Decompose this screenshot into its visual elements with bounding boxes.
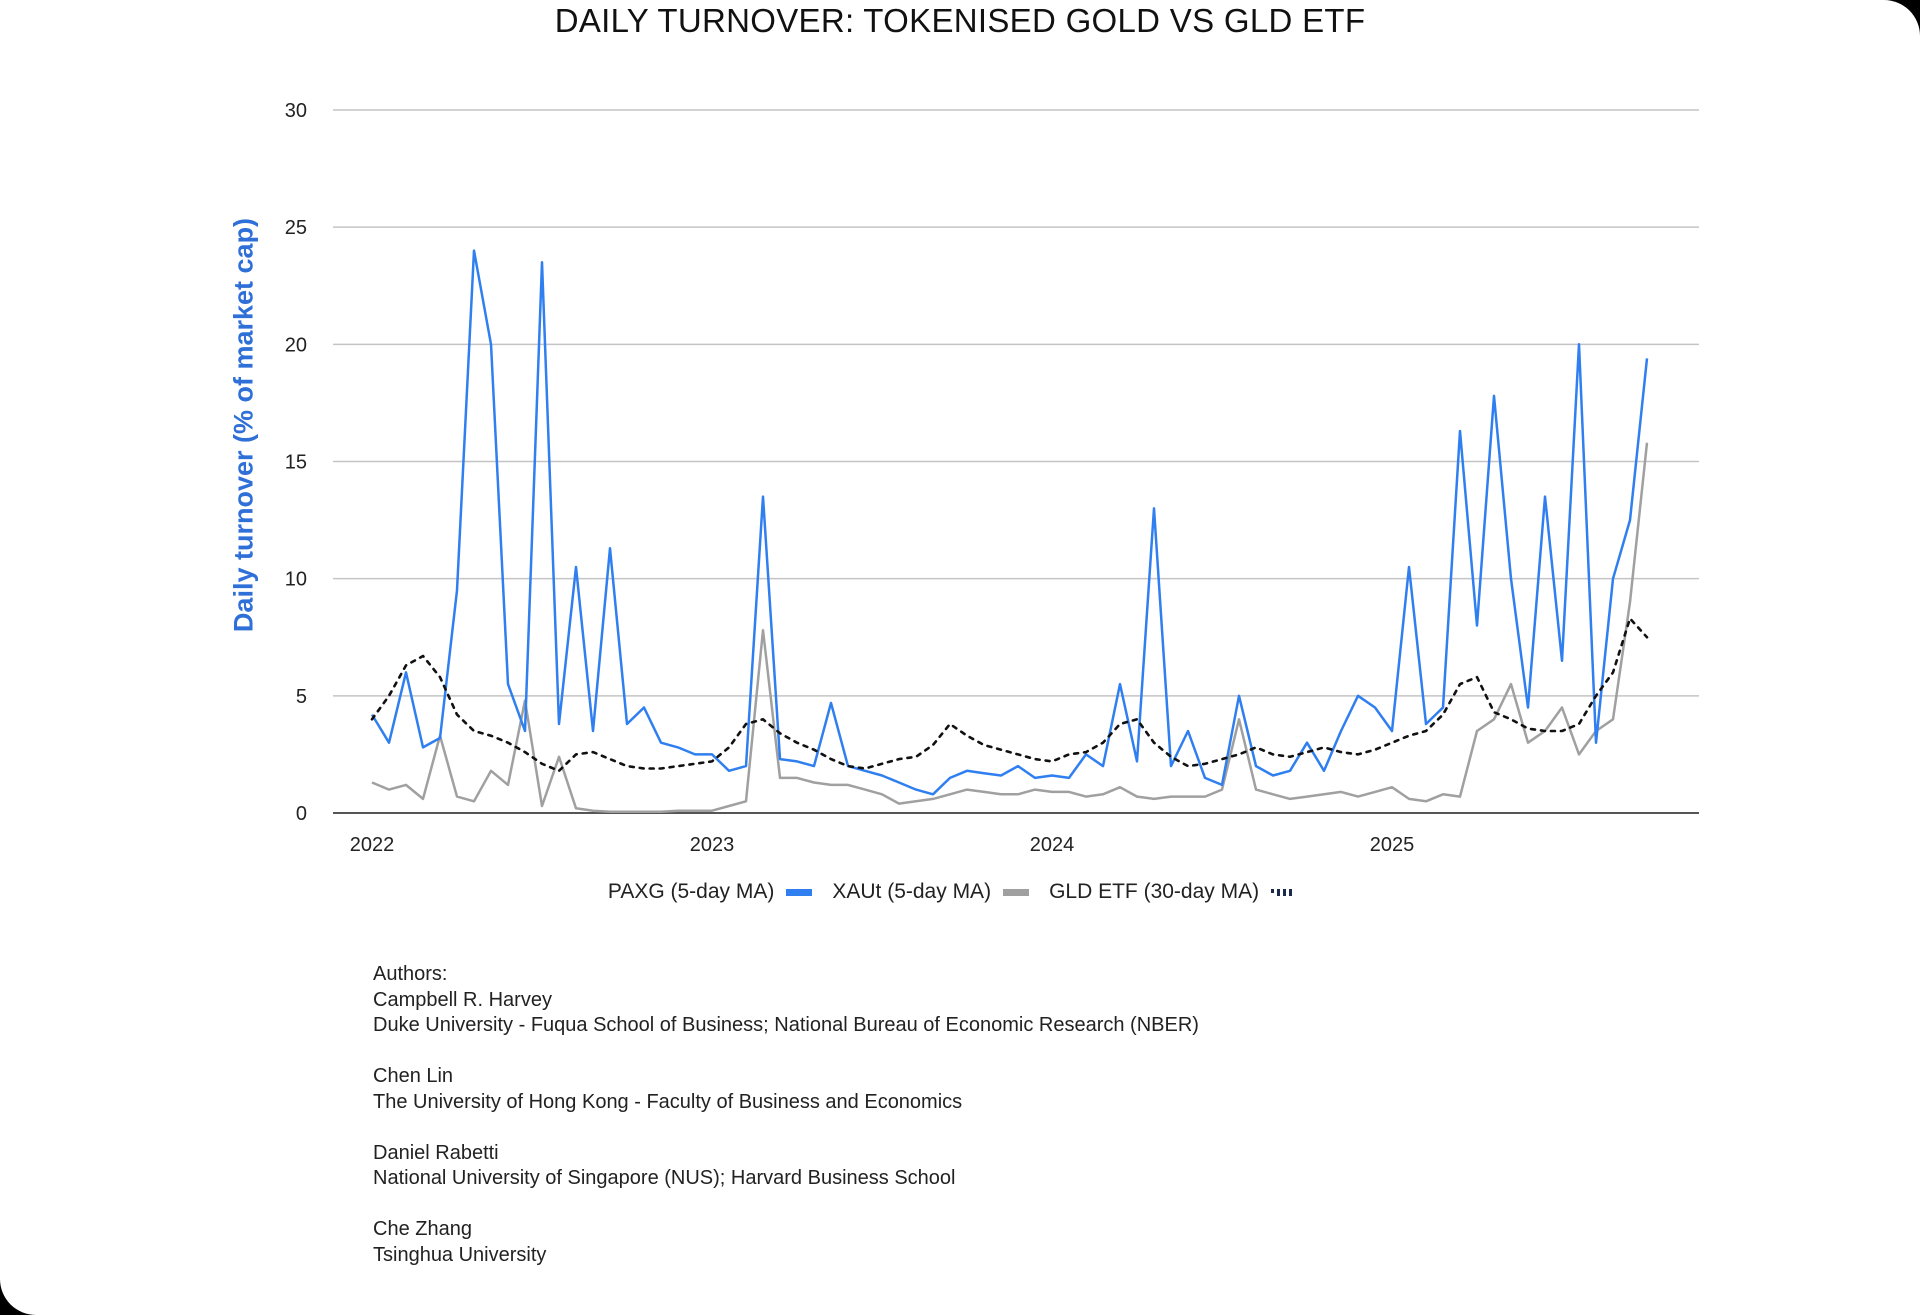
series-line-xaut (371, 442, 1649, 814)
x-tick-label: 2023 (690, 834, 735, 856)
y-tick-label: 20 (285, 334, 307, 356)
authors-block: Authors: Campbell R. Harvey Duke Univers… (373, 962, 1199, 1268)
x-tick-label: 2024 (1030, 834, 1075, 856)
author-affiliation: Tsinghua University (373, 1243, 547, 1266)
y-tick-label: 0 (296, 803, 307, 825)
author-name: Chen Lin (373, 1065, 454, 1087)
author-name: Campbell R. Harvey (373, 988, 552, 1011)
authors-heading: Authors: (373, 963, 448, 985)
author-affiliation: Duke University - Fuqua School of Busine… (373, 1014, 1199, 1036)
y-tick-label: 30 (285, 100, 307, 122)
grey-line-swatch-icon (1003, 888, 1030, 896)
y-tick-label: 10 (285, 569, 307, 591)
blue-line-swatch-icon (786, 888, 813, 896)
dotted-line-swatch-icon (1271, 888, 1293, 896)
y-axis-label: Daily turnover (% of market cap) (228, 217, 259, 633)
legend-label: XAUt (5-day MA) (832, 880, 992, 903)
chart-legend: PAXG (5-day MA) XAUt (5-day MA) GLD ETF … (0, 880, 1920, 904)
legend-label: PAXG (5-day MA) (607, 880, 775, 903)
author-name: Che Zhang (373, 1218, 472, 1240)
series-line-gld (370, 617, 1649, 773)
author-affiliation: National University of Singapore (NUS); … (373, 1167, 956, 1189)
y-tick-label: 25 (285, 217, 307, 239)
legend-item-paxg: PAXG (5-day MA) (607, 880, 813, 904)
y-tick-label: 15 (285, 452, 307, 474)
legend-label: GLD ETF (30-day MA) (1049, 880, 1260, 903)
author-name: Daniel Rabetti (373, 1141, 499, 1164)
legend-item-gld: GLD ETF (30-day MA) (1049, 880, 1293, 904)
author-affiliation: The University of Hong Kong - Faculty of… (373, 1090, 963, 1113)
legend-item-xaut: XAUt (5-day MA) (832, 880, 1030, 904)
y-tick-label: 5 (296, 686, 307, 708)
series-line-paxg (370, 249, 1649, 796)
x-tick-label: 2022 (350, 834, 395, 856)
chart-title: DAILY TURNOVER: TOKENISED GOLD VS GLD ET… (554, 2, 1366, 39)
x-tick-label: 2025 (1370, 834, 1415, 856)
